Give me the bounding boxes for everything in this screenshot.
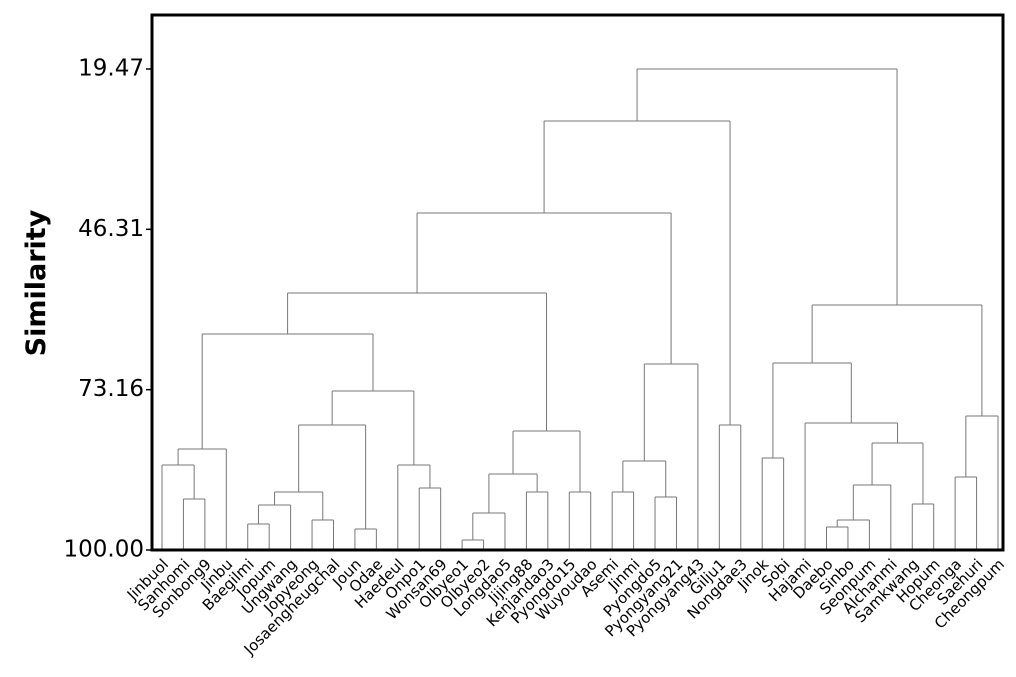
y-tick-label: 100.00 <box>64 537 144 563</box>
y-axis-label: Similarity <box>21 209 52 356</box>
y-tick-label: 73.16 <box>78 376 144 402</box>
y-tick-label: 46.31 <box>78 216 144 242</box>
y-tick-label: 19.47 <box>78 55 144 81</box>
plot-frame <box>150 13 1005 552</box>
